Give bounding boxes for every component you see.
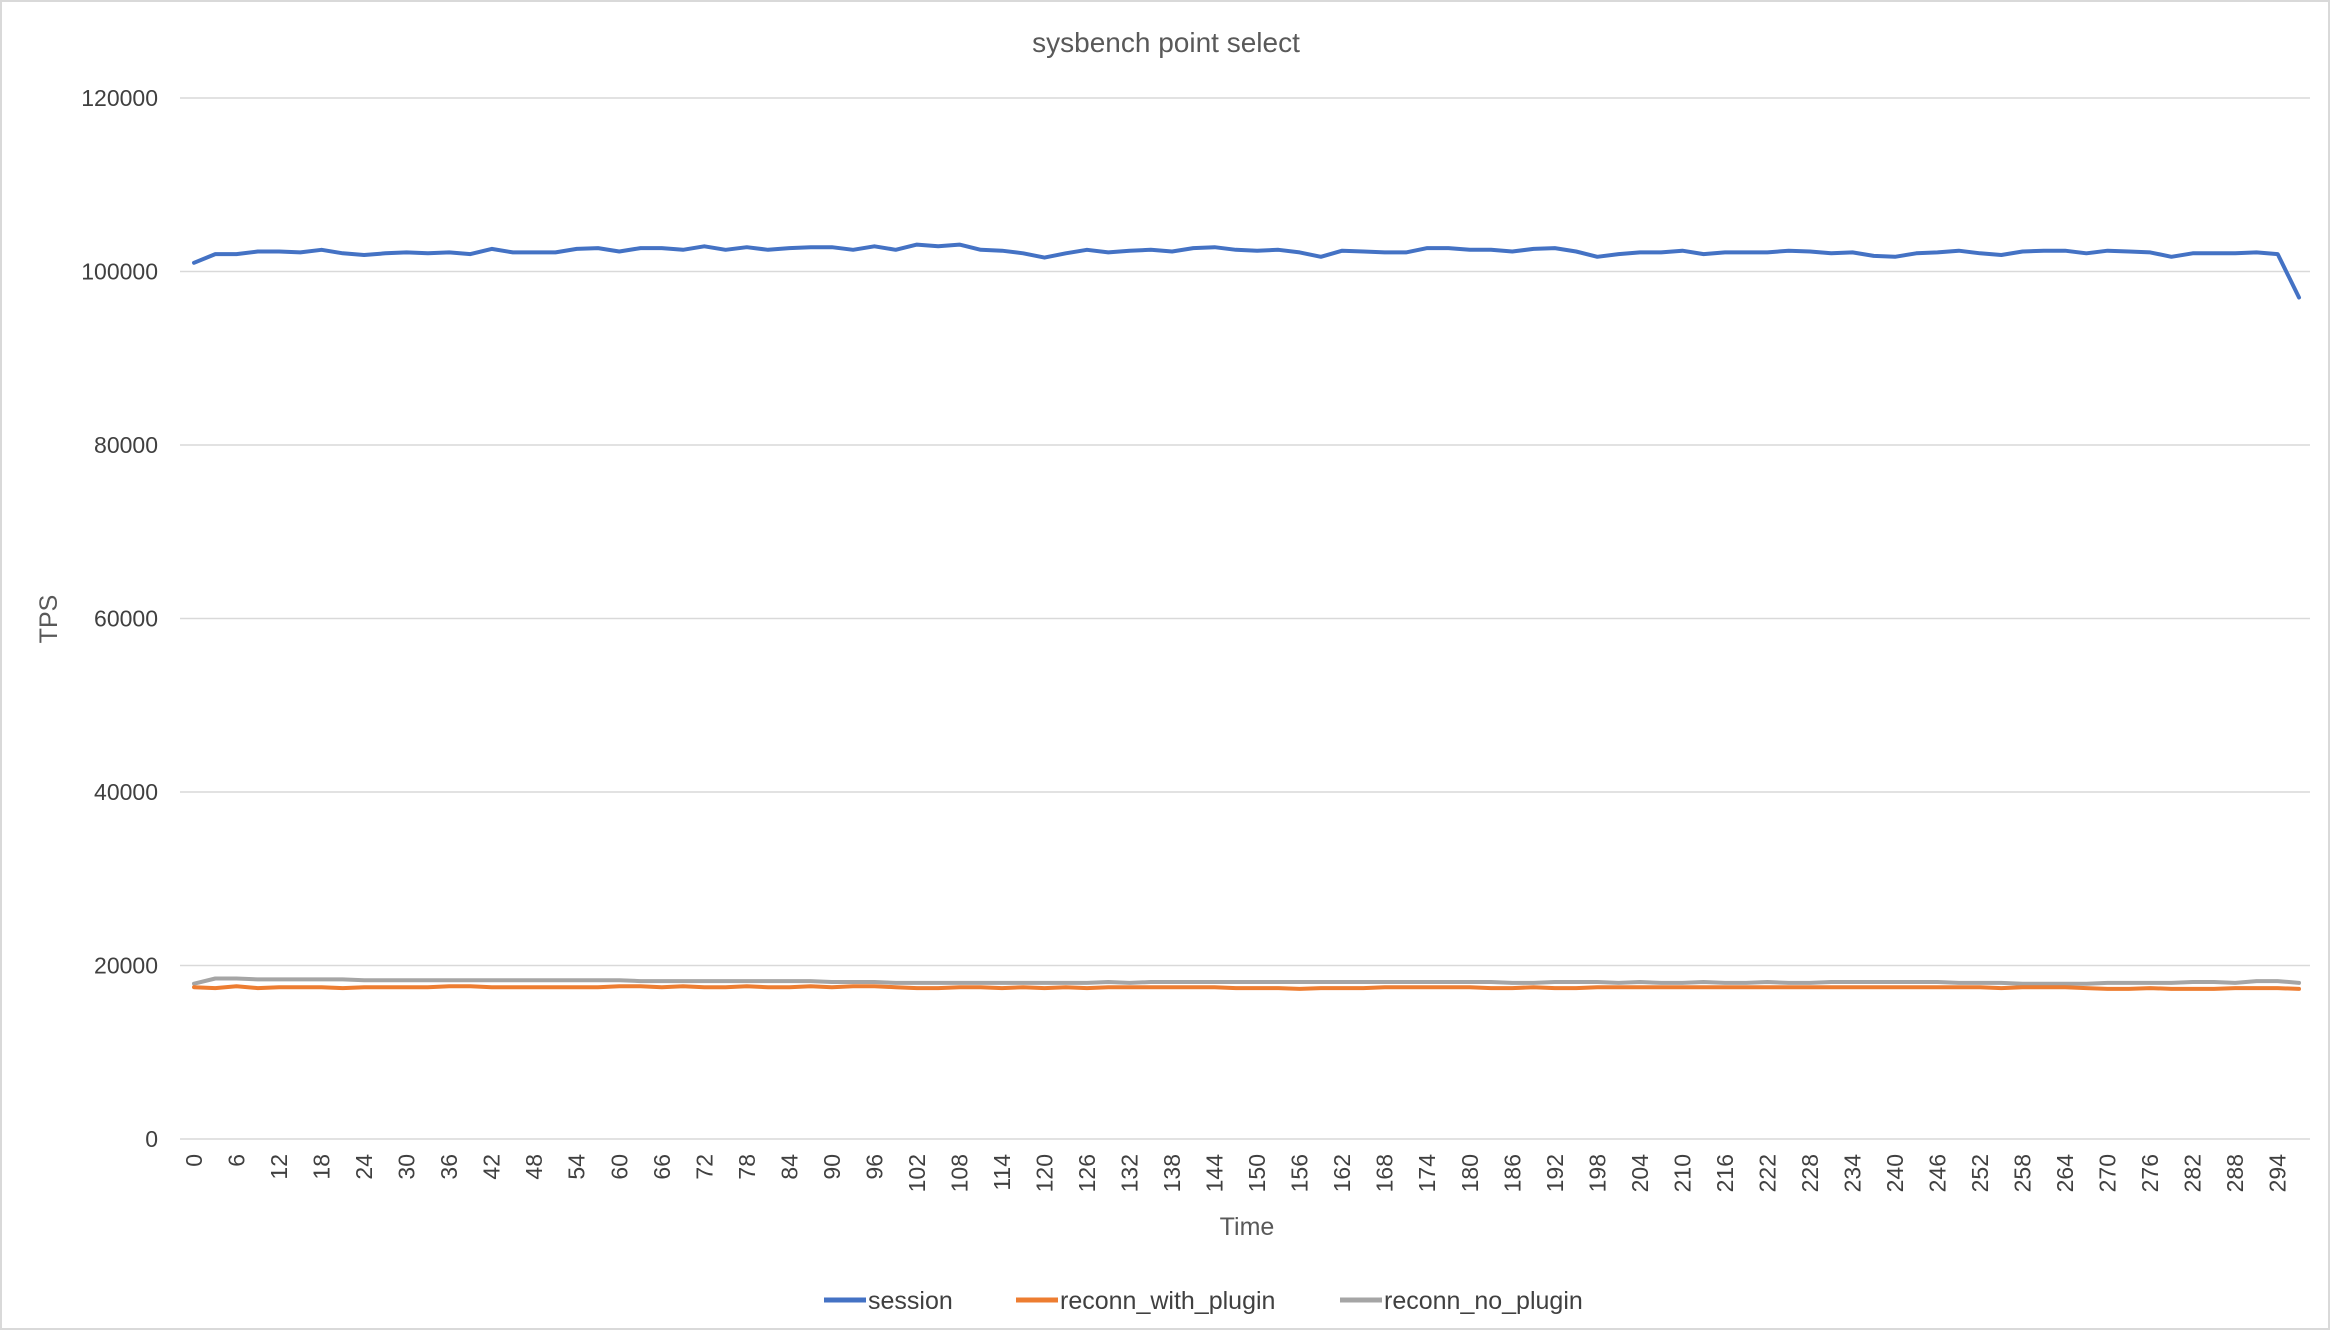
x-tick-label: 114 bbox=[989, 1154, 1015, 1191]
series-line-reconn-with-plugin bbox=[192, 984, 2301, 991]
x-tick-label: 162 bbox=[1329, 1154, 1355, 1192]
x-tick-label: 156 bbox=[1287, 1154, 1313, 1192]
x-tick-label: 48 bbox=[521, 1154, 547, 1180]
x-tick-label: 18 bbox=[309, 1154, 335, 1180]
x-tick-label: 96 bbox=[861, 1154, 887, 1180]
x-tick-label: 276 bbox=[2137, 1154, 2163, 1192]
x-tick-label: 258 bbox=[2010, 1154, 2036, 1192]
x-tick-label: 144 bbox=[1202, 1154, 1228, 1193]
legend-label: reconn_no_plugin bbox=[1384, 1287, 1583, 1315]
x-tick-label: 168 bbox=[1372, 1154, 1398, 1192]
series-line-session bbox=[192, 242, 2301, 300]
series-lines bbox=[192, 242, 2301, 991]
x-tick-label: 270 bbox=[2095, 1154, 2121, 1192]
y-tick-label: 20000 bbox=[94, 953, 158, 979]
x-tick-label: 234 bbox=[1839, 1154, 1865, 1193]
x-tick-label: 30 bbox=[394, 1154, 420, 1180]
x-tick-label: 294 bbox=[2265, 1154, 2291, 1193]
x-tick-label: 54 bbox=[564, 1154, 590, 1180]
x-tick-label: 240 bbox=[1882, 1154, 1908, 1192]
legend-label: session bbox=[868, 1287, 953, 1315]
x-tick-label: 90 bbox=[819, 1154, 845, 1180]
x-tick-label: 132 bbox=[1117, 1154, 1143, 1192]
x-tick-label: 186 bbox=[1499, 1154, 1525, 1192]
legend-label: reconn_with_plugin bbox=[1060, 1287, 1275, 1315]
x-tick-label: 66 bbox=[649, 1154, 675, 1180]
x-tick-label: 138 bbox=[1159, 1154, 1185, 1192]
x-tick-label: 174 bbox=[1414, 1154, 1440, 1193]
x-tick-label: 192 bbox=[1542, 1154, 1568, 1192]
x-tick-label: 120 bbox=[1032, 1154, 1058, 1192]
x-tick-label: 12 bbox=[266, 1154, 292, 1180]
y-axis-label: TPS bbox=[35, 595, 63, 644]
x-tick-label: 24 bbox=[351, 1154, 377, 1180]
x-tick-label: 6 bbox=[224, 1154, 250, 1167]
x-tick-label: 198 bbox=[1584, 1154, 1610, 1192]
x-tick-label: 84 bbox=[776, 1154, 802, 1180]
x-tick-label: 180 bbox=[1457, 1154, 1483, 1192]
y-tick-label: 60000 bbox=[94, 606, 158, 632]
y-tick-label: 80000 bbox=[94, 432, 158, 458]
gridlines bbox=[180, 97, 2310, 1140]
legend-item-reconn-no-plugin: reconn_no_plugin bbox=[1340, 1287, 1583, 1315]
series-line-reconn-no-plugin bbox=[192, 976, 2301, 986]
x-tick-label: 288 bbox=[2222, 1154, 2248, 1192]
x-tick-label: 204 bbox=[1627, 1154, 1653, 1193]
legend-item-session: session bbox=[824, 1287, 953, 1315]
x-tick-label: 72 bbox=[691, 1154, 717, 1180]
x-tick-label: 246 bbox=[1925, 1154, 1951, 1192]
x-tick-label: 126 bbox=[1074, 1154, 1100, 1192]
x-tick-label: 108 bbox=[946, 1154, 972, 1192]
y-tick-label: 0 bbox=[145, 1126, 158, 1152]
y-axis-ticks: 0 20000 40000 60000 80000 100000 120000 bbox=[81, 85, 158, 1152]
y-tick-label: 40000 bbox=[94, 779, 158, 805]
y-tick-label: 120000 bbox=[81, 85, 158, 111]
x-tick-label: 78 bbox=[734, 1154, 760, 1180]
x-tick-label: 150 bbox=[1244, 1154, 1270, 1192]
x-tick-label: 264 bbox=[2052, 1154, 2078, 1193]
x-tick-label: 222 bbox=[1754, 1154, 1780, 1192]
x-tick-label: 36 bbox=[436, 1154, 462, 1180]
x-tick-label: 60 bbox=[606, 1154, 632, 1180]
x-axis-label: Time bbox=[1220, 1213, 1275, 1241]
x-tick-label: 216 bbox=[1712, 1154, 1738, 1192]
x-tick-label: 210 bbox=[1669, 1154, 1695, 1192]
legend: session reconn_with_plugin reconn_no_plugi… bbox=[824, 1287, 1583, 1315]
x-tick-label: 42 bbox=[479, 1154, 505, 1180]
x-axis-ticks: 0 6 12 18 24 30 36 42 48 54 60 66 72 78 84 90 96 102 108 11… bbox=[181, 1154, 2291, 1193]
chart-title: sysbench point select bbox=[1032, 27, 1300, 58]
y-tick-label: 100000 bbox=[81, 259, 158, 285]
legend-item-reconn-with-plugin: reconn_with_plugin bbox=[1016, 1287, 1275, 1315]
x-tick-label: 102 bbox=[904, 1154, 930, 1192]
x-tick-label: 282 bbox=[2180, 1154, 2206, 1192]
x-tick-label: 0 bbox=[181, 1154, 207, 1167]
x-tick-label: 252 bbox=[1967, 1154, 1993, 1192]
x-tick-label: 228 bbox=[1797, 1154, 1823, 1192]
